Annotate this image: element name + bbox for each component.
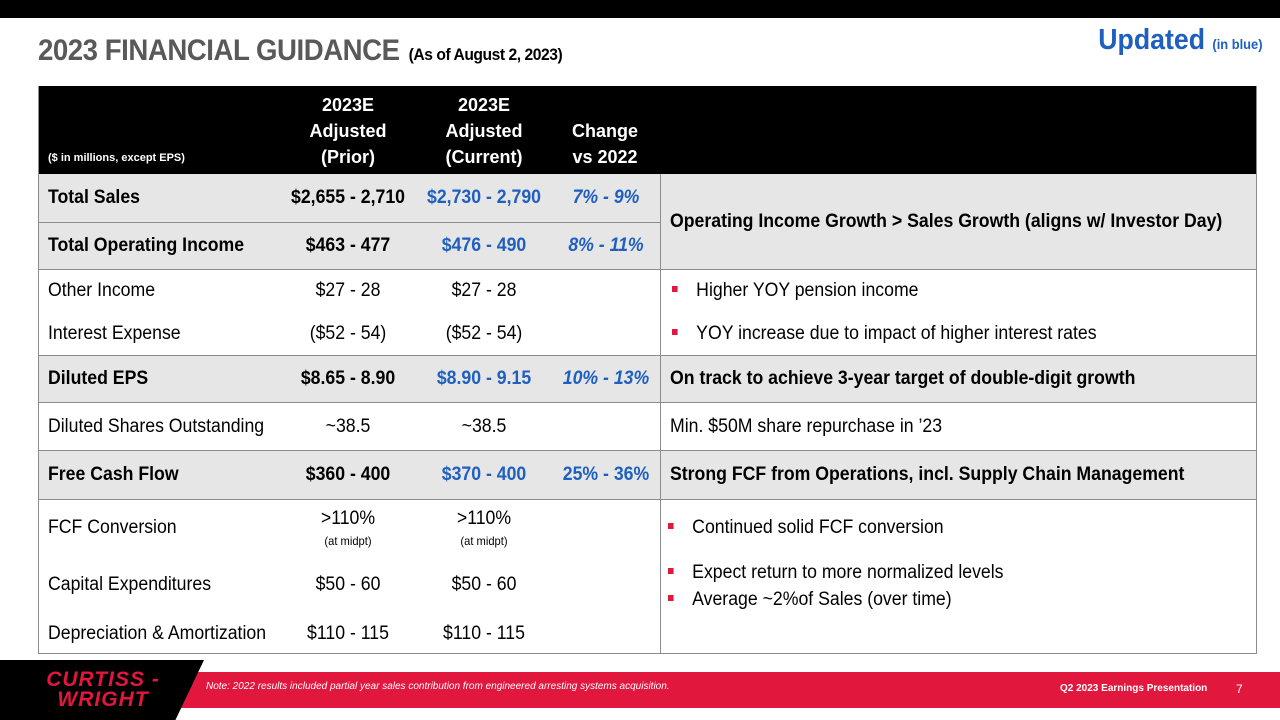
page-number: 7 [1236,682,1243,696]
da-current: $110 - 115 [443,623,525,644]
interest-expense-comment-text: YOY increase due to impact of higher int… [696,322,1097,344]
fcf-label: Free Cash Flow [48,464,179,485]
da-prior: $110 - 115 [307,623,389,644]
company-logo: CURTISS - WRIGHT [40,668,166,711]
header-change-line1: Change [571,121,638,141]
logo-line1: CURTISS - [46,668,160,691]
guidance-table: ($ in millions, except EPS) 2023E Adjust… [38,86,1257,654]
comment-column-border [660,174,661,654]
divider [38,269,1257,270]
divider [38,355,1257,356]
header-prior-line3: (Prior) [321,147,375,167]
interest-expense-label: Interest Expense [48,322,181,344]
bullet-icon [672,286,678,292]
bullet-icon [668,595,674,601]
updated-sub-label: (in blue) [1211,36,1262,52]
top-black-bar [0,0,1280,18]
table-right-border [1256,86,1257,654]
fcf-comment: Strong FCF from Operations, incl. Supply… [670,464,1185,485]
table-header [38,86,1257,174]
header-change: Change vs 2022 [554,118,656,170]
divider [38,450,1257,451]
bullet-icon [668,523,674,529]
fcf-conversion-current-sub: (at midpt) [460,534,508,548]
total-sales-prior: $2,655 - 2,710 [291,187,405,208]
sales-comment: Operating Income Growth > Sales Growth (… [670,211,1223,232]
fcf-conversion-prior-sub: (at midpt) [324,534,372,548]
capex-comment-2-text: Average ~2%of Sales (over time) [692,589,952,610]
diluted-shares-comment: Min. $50M share repurchase in ’23 [670,416,943,437]
other-income-prior: $27 - 28 [315,280,381,301]
diluted-shares-label: Diluted Shares Outstanding [48,416,265,437]
header-prior: 2023E Adjusted (Prior) [288,92,408,170]
capex-comment-2: Average ~2%of Sales (over time) [668,587,952,613]
total-op-income-prior: $463 - 477 [305,235,391,256]
other-income-comment: Higher YOY pension income [672,270,919,312]
interest-expense-prior: ($52 - 54) [309,322,387,344]
total-op-income-change: 8% - 11% [568,235,644,256]
page-title: 2023 FINANCIAL GUIDANCE (As of August 2,… [38,34,563,68]
header-current-line3: (Current) [445,147,523,167]
fcf-current: $370 - 400 [441,464,527,485]
presentation-name: Q2 2023 Earnings Presentation [1060,683,1208,694]
fcf-conversion-prior: >110% (at midpt) [283,500,413,556]
capex-current: $50 - 60 [451,574,517,595]
footer-note: Note: 2022 results included partial year… [206,681,670,692]
divider [38,222,660,223]
fcf-conversion-current-value: >110% [456,508,512,529]
header-current: 2023E Adjusted (Current) [424,92,544,170]
capex-comment-1-text: Expect return to more normalized levels [692,562,1004,583]
divider [38,499,1257,500]
page-title-text: 2023 FINANCIAL GUIDANCE [38,34,400,67]
diluted-eps-current: $8.90 - 9.15 [436,368,532,389]
fcf-prior: $360 - 400 [305,464,391,485]
divider [38,653,1257,654]
capex-prior: $50 - 60 [315,574,381,595]
fcf-conversion-comment-text: Continued solid FCF conversion [692,517,944,538]
header-prior-line2: Adjusted [309,121,387,141]
other-income-comment-text: Higher YOY pension income [696,280,919,301]
capex-comment-1: Expect return to more normalized levels [668,560,1004,586]
fcf-conversion-comment: Continued solid FCF conversion [668,500,944,556]
footer-bar [0,672,1280,708]
capex-label: Capital Expenditures [48,574,212,595]
bullet-icon [668,568,674,574]
bullet-icon [672,328,678,335]
eps-row-bg [38,355,1257,403]
header-current-line1: 2023E [457,95,511,115]
other-income-current: $27 - 28 [451,280,517,301]
total-sales-label: Total Sales [48,187,140,208]
total-sales-current: $2,730 - 2,790 [427,187,541,208]
other-income-label: Other Income [48,280,156,301]
da-label: Depreciation & Amortization [48,623,267,644]
diluted-eps-change: 10% - 13% [562,368,650,389]
fcf-conversion-prior-value: >110% [320,508,376,529]
diluted-eps-prior: $8.65 - 8.90 [300,368,396,389]
interest-expense-current: ($52 - 54) [445,322,523,344]
fcf-change: 25% - 36% [562,464,650,485]
logo-background [0,660,204,720]
table-units-note: ($ in millions, except EPS) [48,152,185,164]
header-change-line2: vs 2022 [572,147,638,167]
total-op-income-current: $476 - 490 [441,235,527,256]
diluted-shares-current: ~38.5 [461,416,507,437]
updated-label: Updated [1097,24,1205,56]
updated-legend: Updated (in blue) [1098,24,1262,57]
diluted-eps-comment: On track to achieve 3-year target of dou… [670,368,1136,389]
diluted-eps-label: Diluted EPS [48,368,149,389]
total-op-income-label: Total Operating Income [48,235,245,256]
header-current-line2: Adjusted [445,121,523,141]
total-sales-change: 7% - 9% [572,187,640,208]
fcf-conversion-current: >110% (at midpt) [419,500,549,556]
diluted-shares-prior: ~38.5 [325,416,371,437]
table-left-border [38,86,39,654]
logo-line2: WRIGHT [57,688,149,711]
header-prior-line1: 2023E [321,95,375,115]
interest-expense-comment: YOY increase due to impact of higher int… [672,312,1097,355]
divider [38,402,1257,403]
fcf-conversion-label: FCF Conversion [48,517,177,538]
page-title-date: (As of August 2, 2023) [408,45,563,64]
fcf-row-bg [38,451,1257,499]
